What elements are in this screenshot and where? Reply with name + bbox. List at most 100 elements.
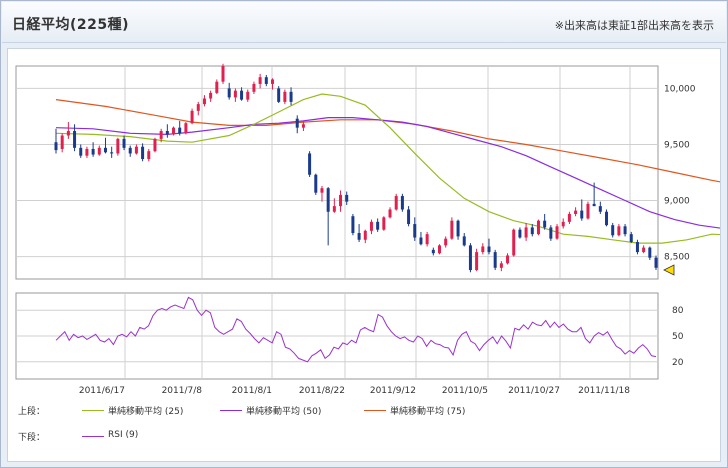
moving-average-layer bbox=[55, 93, 720, 244]
sma75-line bbox=[55, 99, 720, 183]
candle-body bbox=[202, 98, 206, 105]
candle-body bbox=[79, 147, 83, 156]
candle-body bbox=[586, 203, 590, 219]
candle-body bbox=[258, 77, 262, 84]
y-tick-label: 8,500 bbox=[664, 253, 690, 263]
candle-body bbox=[184, 123, 188, 134]
candle-body bbox=[147, 151, 151, 160]
chart-panel: 10,000 9,500 9,000 8,500 80 50 20 2011/6/17 2011… bbox=[7, 48, 721, 462]
candle-body bbox=[462, 236, 466, 246]
candle-body bbox=[103, 147, 107, 153]
candle-body bbox=[388, 209, 392, 218]
candle-body bbox=[54, 142, 58, 151]
candle-body bbox=[567, 213, 571, 222]
candle-body bbox=[289, 91, 293, 102]
candle-body bbox=[215, 81, 219, 93]
y-tick-label: 9,500 bbox=[664, 140, 690, 150]
candle-body bbox=[128, 147, 132, 154]
candle-body bbox=[555, 226, 559, 239]
candle-body bbox=[295, 118, 299, 128]
candle-body bbox=[400, 196, 404, 210]
candle-body bbox=[629, 234, 633, 243]
candle-body bbox=[314, 174, 318, 193]
header-bar: 日経平均(225種) ※出来高は東証1部出来高を表示 bbox=[2, 2, 726, 43]
candle-body bbox=[264, 77, 268, 84]
legend: 上段： 単純移動平均 (25) 単純移動平均 (50) 単純移動平均 (75) … bbox=[14, 398, 717, 456]
candle-body bbox=[85, 148, 89, 156]
candle-body bbox=[549, 227, 553, 239]
candle-body bbox=[91, 148, 95, 155]
candle-body bbox=[326, 188, 330, 212]
candle-body bbox=[506, 255, 510, 264]
candle-body bbox=[407, 209, 411, 225]
tick-label-layer: 10,000 9,500 9,000 8,500 80 50 20 2011/6/17 2011… bbox=[79, 84, 696, 396]
candle-body bbox=[178, 127, 182, 134]
candle-body bbox=[97, 147, 101, 155]
volume-note: ※出来高は東証1部出来高を表示 bbox=[554, 19, 714, 32]
candle-body bbox=[301, 124, 305, 128]
candle-body bbox=[60, 135, 64, 149]
rsi-line bbox=[55, 296, 657, 363]
candle-body bbox=[648, 247, 652, 258]
candle-body bbox=[605, 211, 609, 226]
candle-body bbox=[487, 246, 491, 253]
candle-body bbox=[617, 226, 621, 236]
candle-body bbox=[530, 227, 534, 235]
candle-body bbox=[598, 206, 602, 212]
candle-body bbox=[196, 104, 200, 111]
candle-layer bbox=[54, 63, 675, 276]
candle-body bbox=[592, 203, 596, 207]
legend-upper-row: 上段： 単純移動平均 (25) 単純移動平均 (50) 単純移動平均 (75) bbox=[14, 404, 714, 418]
x-tick-label: 2011/6/17 bbox=[79, 386, 125, 396]
candle-body bbox=[499, 263, 503, 268]
legend-swatch-sma50 bbox=[220, 410, 242, 411]
candle-body bbox=[456, 220, 460, 237]
candle-body bbox=[165, 131, 169, 135]
candle-body bbox=[209, 92, 213, 99]
legend-lower-row: 下段： RSI (9) bbox=[14, 430, 714, 444]
candle-body bbox=[252, 83, 256, 92]
candle-body bbox=[475, 252, 479, 271]
candle-body bbox=[493, 252, 497, 268]
candle-body bbox=[116, 138, 120, 154]
candle-body bbox=[536, 220, 540, 235]
candle-body bbox=[227, 88, 231, 98]
candle-body bbox=[345, 194, 349, 202]
candle-body bbox=[524, 227, 528, 238]
candle-body bbox=[332, 206, 336, 212]
legend-label-rsi: RSI (9) bbox=[108, 430, 139, 440]
candle-body bbox=[172, 127, 176, 135]
candle-body bbox=[611, 225, 615, 236]
legend-label-sma25: 単純移動平均 (25) bbox=[108, 407, 184, 417]
candle-body bbox=[518, 229, 522, 238]
candle-body bbox=[574, 210, 578, 214]
x-tick-label: 2011/9/12 bbox=[370, 386, 416, 396]
sma50-line bbox=[55, 117, 720, 229]
candle-body bbox=[438, 245, 442, 254]
legend-label-sma75: 単純移動平均 (75) bbox=[390, 407, 466, 417]
rsi-y-tick-label: 80 bbox=[672, 306, 684, 316]
candle-body bbox=[623, 226, 627, 235]
sma25-line bbox=[55, 93, 720, 244]
candle-body bbox=[357, 233, 361, 240]
candle-body bbox=[450, 220, 454, 239]
candle-body bbox=[468, 245, 472, 271]
legend-upper-label: 上段： bbox=[18, 407, 46, 417]
x-tick-label: 2011/11/18 bbox=[578, 386, 630, 396]
candle-body bbox=[277, 88, 281, 102]
y-tick-label: 9,000 bbox=[664, 197, 690, 207]
candle-body bbox=[369, 221, 373, 231]
x-tick-label: 2011/10/27 bbox=[508, 386, 560, 396]
candle-body bbox=[141, 146, 145, 160]
candle-body bbox=[382, 217, 386, 230]
page-title: 日経平均(225種) bbox=[12, 17, 130, 33]
candle-body bbox=[308, 153, 312, 175]
candle-body bbox=[159, 131, 163, 139]
main-plot-border bbox=[15, 65, 659, 280]
candle-body bbox=[413, 224, 417, 238]
candle-body bbox=[153, 138, 157, 152]
candle-body bbox=[431, 249, 435, 254]
candle-body bbox=[134, 146, 138, 154]
candle-body bbox=[580, 210, 584, 219]
candle-body bbox=[512, 229, 516, 256]
